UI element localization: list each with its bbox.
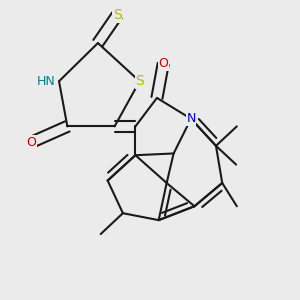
Text: S: S bbox=[112, 8, 122, 22]
Text: S: S bbox=[135, 74, 144, 88]
Text: O: O bbox=[26, 136, 36, 149]
Text: O: O bbox=[158, 57, 168, 70]
Text: N: N bbox=[186, 112, 196, 125]
Text: HN: HN bbox=[37, 75, 56, 88]
